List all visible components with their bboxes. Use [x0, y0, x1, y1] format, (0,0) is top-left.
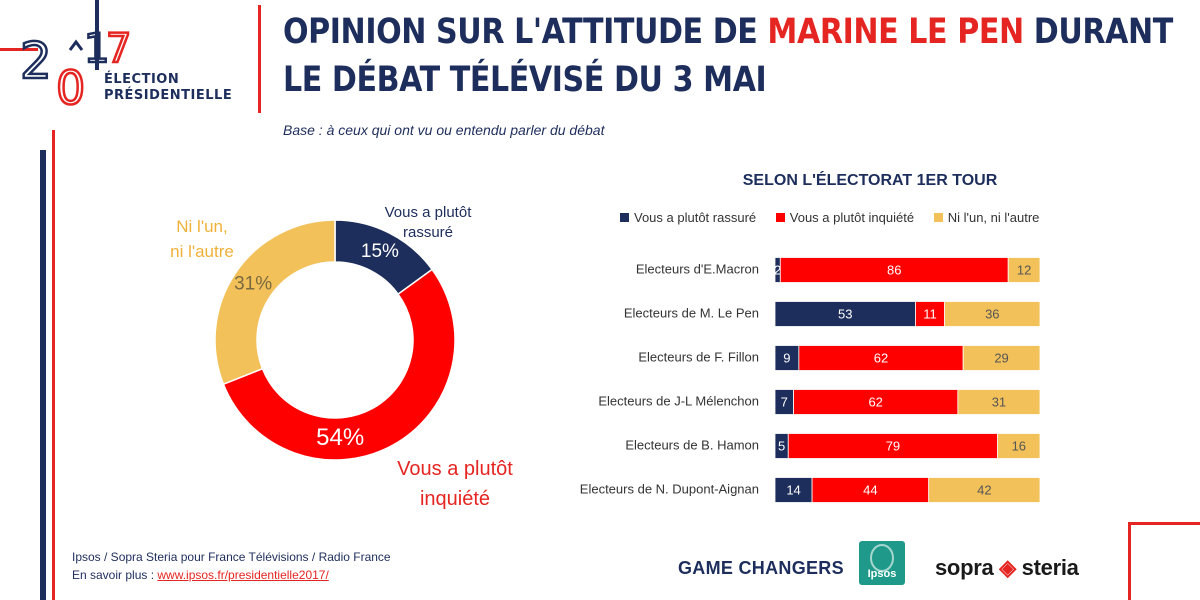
sopra-steria-symbol-icon: ◈: [993, 555, 1022, 580]
title-highlight: MARINE LE PEN: [767, 12, 1024, 52]
frame-line-title-divider: [258, 5, 261, 113]
election-2017-logo: 2 0 1 7: [19, 25, 133, 108]
bar-category-label-0: Electeurs d'E.Macron: [636, 261, 759, 276]
subtitle: Base : à ceux qui ont vu ou entendu parl…: [283, 122, 605, 138]
logo-hat-icon: [68, 39, 84, 51]
bar-value-label-2-0: 9: [783, 350, 790, 365]
logo-text: ÉLECTION PRÉSIDENTIELLE: [104, 72, 232, 104]
bar-value-label-5-0: 14: [786, 482, 800, 497]
bar-segment-1-0: [774, 301, 916, 327]
donut-chart: 15% 54% 31%: [214, 219, 456, 461]
donut-value-label-2: 31%: [234, 273, 272, 294]
frame-line-top-red-h: [0, 48, 38, 51]
bar-segment-2-2: [962, 345, 1041, 371]
bar-segment-1-1: [915, 301, 946, 327]
bar-category-label-2: Electeurs de F. Fillon: [638, 349, 759, 364]
bar-segment-5-0: [774, 477, 813, 503]
logo-digit-0: 0: [56, 61, 85, 108]
donut-label-inquiete-line1: Vous a plutôt: [397, 458, 513, 480]
bar-segment-1-2: [944, 301, 1041, 327]
bar-value-label-2-2: 29: [994, 350, 1008, 365]
bar-value-label-1-2: 36: [985, 306, 999, 321]
footer-source: Ipsos / Sopra Steria pour France Télévis…: [72, 548, 391, 584]
bar-value-label-1-1: 11: [923, 306, 937, 321]
donut-slice-1: [222, 268, 456, 461]
bar-segment-3-2: [957, 389, 1041, 415]
title-part-2: DURANT: [1023, 12, 1173, 52]
donut-slice-2: [214, 219, 336, 386]
bar-value-label-4-0: 5: [778, 438, 785, 453]
bar-category-label-4: Electeurs de B. Hamon: [625, 437, 759, 452]
logo-digit-1: 1: [84, 26, 109, 72]
bar-value-label-0-0: 2: [774, 262, 781, 277]
donut-label-inquiete: Vous a plutôt inquiété: [370, 454, 540, 514]
ipsos-logo: Ipsos: [859, 541, 905, 585]
bar-value-label-5-2: 42: [977, 482, 991, 497]
bar-value-label-1-0: 53: [838, 306, 852, 321]
frame-line-br-red-h: [1128, 522, 1200, 525]
steria-text: steria: [1021, 555, 1079, 580]
donut-label-rassure: Vous a plutôt rassuré: [368, 203, 488, 243]
bar-segment-4-2: [997, 433, 1041, 459]
bar-segment-3-1: [793, 389, 959, 415]
bar-segment-0-1: [779, 257, 1009, 283]
donut-label-inquiete-line2: inquiété: [419, 488, 491, 510]
legend-item-rassure: Vous a plutôt rassuré: [620, 210, 756, 225]
title-line-2: LE DÉBAT TÉLÉVISÉ DU 3 MAI: [283, 60, 767, 100]
logo-digit-7: 7: [106, 26, 131, 72]
donut-label-ni: Ni l'un, ni l'autre: [142, 214, 262, 264]
logo-line-2: PRÉSIDENTIELLE: [104, 88, 233, 103]
footer-more-link[interactable]: www.ipsos.fr/presidentielle2017/: [157, 568, 329, 582]
bar-segment-5-2: [928, 477, 1041, 503]
donut-label-rassure-line1: Vous a plutôt: [384, 204, 472, 221]
stacked-bar-chart: Electeurs d'E.Macron 2 86 12 Electeurs de M.…: [580, 257, 1041, 503]
frame-line-left-blue: [40, 150, 46, 600]
game-changers-text: GAME CHANGERS: [678, 558, 844, 578]
title-part-1: OPINION SUR L'ATTITUDE DE: [283, 12, 768, 52]
bar-category-label-1: Electeurs de M. Le Pen: [624, 305, 759, 320]
sopra-steria-logo: sopra ◈ steria: [935, 555, 1079, 581]
bar-segment-0-2: [1007, 257, 1041, 283]
page-title: OPINION SUR L'ATTITUDE DE MARINE LE PEN …: [283, 8, 1173, 104]
legend-label-ni: Ni l'un, ni l'autre: [947, 210, 1040, 225]
bar-value-label-0-2: 12: [1017, 262, 1031, 277]
bar-value-label-5-1: 44: [863, 482, 877, 497]
donut-value-label-0: 15%: [361, 241, 399, 262]
logo-line-1: ÉLECTION: [104, 72, 180, 87]
frame-line-left-red: [52, 130, 55, 600]
bar-value-label-3-2: 31: [992, 394, 1006, 409]
logo-digit-2: 2: [20, 32, 52, 90]
footer-more-label: En savoir plus :: [72, 568, 158, 582]
footer-source-text: Ipsos / Sopra Steria pour France Télévis…: [72, 550, 391, 564]
bar-value-label-3-1: 62: [868, 394, 882, 409]
legend-item-ni: Ni l'un, ni l'autre: [933, 210, 1040, 225]
frame-line-br-red-v: [1128, 522, 1131, 600]
legend-label-inquiete: Vous a plutôt inquiété: [789, 210, 915, 225]
donut-label-ni-line1: Ni l'un,: [176, 217, 228, 236]
frame-line-top-blue: [95, 0, 99, 70]
bar-chart-title: SELON L'ÉLECTORAT 1ER TOUR: [742, 172, 998, 189]
bar-value-label-4-1: 79: [886, 438, 900, 453]
ipsos-mark-icon: [870, 544, 894, 572]
bar-segment-4-1: [787, 433, 999, 459]
bar-chart-legend: Vous a plutôt rassuré Vous a plutôt inqu…: [620, 210, 1055, 225]
bar-value-label-4-2: 16: [1012, 438, 1026, 453]
legend-label-rassure: Vous a plutôt rassuré: [634, 210, 757, 225]
legend-item-inquiete: Vous a plutôt inquiété: [775, 210, 915, 225]
footer-more: En savoir plus : www.ipsos.fr/presidenti…: [72, 566, 391, 584]
donut-label-ni-line2: ni l'autre: [170, 242, 234, 261]
sopra-text: sopra: [935, 555, 994, 580]
bar-value-label-2-1: 62: [874, 350, 888, 365]
bar-category-label-5: Electeurs de N. Dupont-Aignan: [580, 481, 759, 496]
bar-value-label-3-0: 7: [781, 394, 788, 409]
donut-label-rassure-line2: rassuré: [402, 224, 454, 241]
bar-category-label-3: Electeurs de J-L Mélenchon: [598, 393, 759, 408]
bar-segment-2-1: [798, 345, 964, 371]
donut-value-label-1: 54%: [316, 424, 364, 451]
ipsos-logo-text: Ipsos: [867, 568, 897, 580]
bar-value-label-0-1: 86: [887, 262, 901, 277]
